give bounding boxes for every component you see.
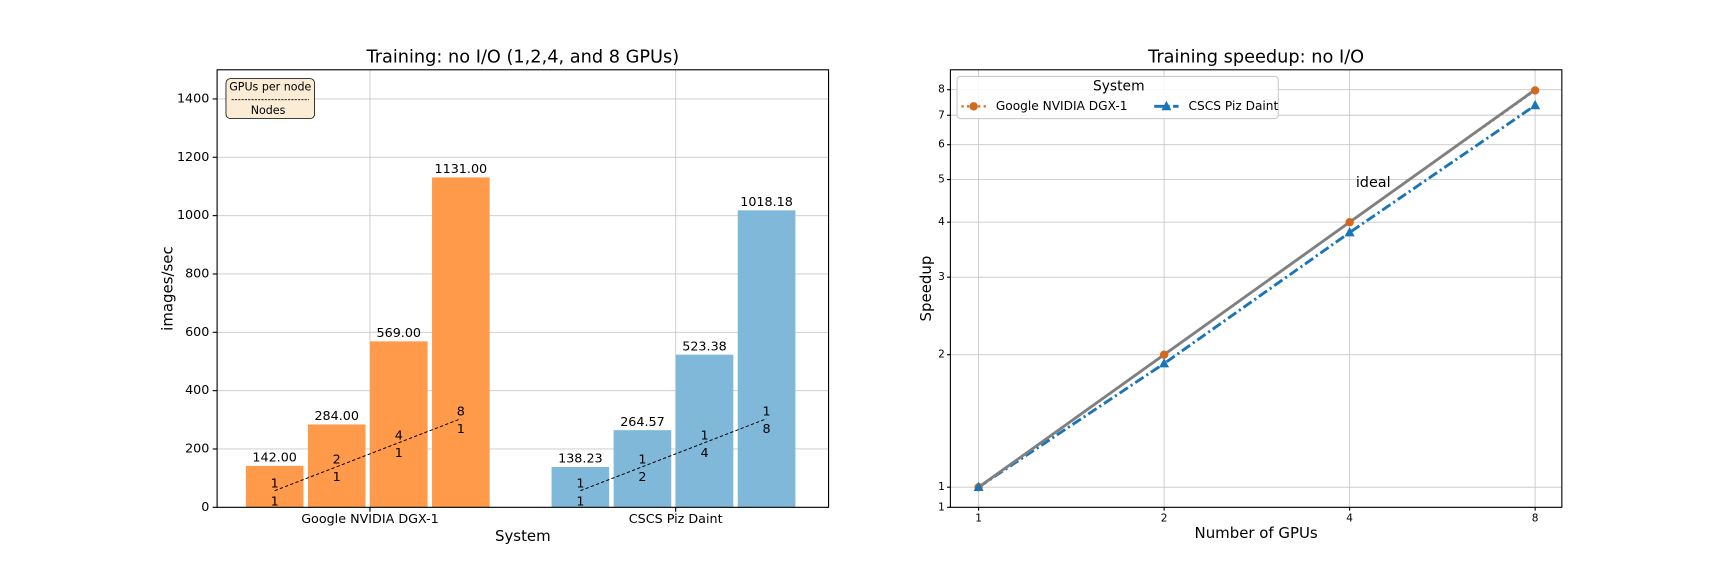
gpus-per-node-label: 1 <box>638 453 646 468</box>
ideal-label: ideal <box>1356 175 1391 191</box>
y-tick-label: 6 <box>938 139 945 151</box>
value-label: 138.23 <box>558 452 603 467</box>
value-label: 264.57 <box>620 415 665 430</box>
bar <box>675 354 734 508</box>
y-tick-label: 8 <box>938 84 945 96</box>
value-label: 142.00 <box>252 451 297 466</box>
bar <box>307 424 366 508</box>
nodes-label: 1 <box>576 494 584 509</box>
series-marker <box>1159 350 1169 359</box>
y-axis-label: Speedup <box>917 256 935 322</box>
nodes-label: 2 <box>638 470 646 485</box>
value-label: 523.38 <box>682 339 727 354</box>
gpus-per-node-label: 8 <box>457 404 465 419</box>
value-label: 1131.00 <box>435 162 488 177</box>
nodes-label: 1 <box>333 470 341 485</box>
x-tick-label: Google NVIDIA DGX-1 <box>301 512 439 527</box>
bar <box>551 467 610 508</box>
y-tick-label: 1 <box>938 481 945 493</box>
axes-frame <box>216 69 830 508</box>
bar <box>737 210 796 508</box>
y-tick-label: 1 <box>938 501 945 513</box>
annotation-line <box>274 418 462 492</box>
nodes-label: 8 <box>763 422 771 437</box>
legend-label: Google NVIDIA DGX-1 <box>996 99 1128 113</box>
nodes-label: 1 <box>457 422 465 437</box>
y-tick-label: 600 <box>185 325 209 340</box>
series-marker <box>1159 357 1170 368</box>
y-tick-label: 5 <box>938 174 945 186</box>
y-tick-label: 200 <box>185 441 209 456</box>
bar <box>613 430 672 508</box>
legend-marker <box>1161 100 1172 111</box>
nodes-label: 1 <box>271 494 279 509</box>
series-marker <box>1530 99 1541 110</box>
chart-title: Training: no I/O (1,2,4, and 8 GPUs) <box>366 48 680 68</box>
x-axis-label: System <box>495 527 551 545</box>
y-tick-label: 4 <box>938 216 945 228</box>
y-tick-label: 1200 <box>177 150 209 165</box>
gpus-per-node-label: 1 <box>576 477 584 492</box>
axes-frame <box>949 69 1563 508</box>
annotation-box-top: GPUs per node <box>229 81 311 94</box>
x-tick-label: 8 <box>1532 512 1539 524</box>
series-marker <box>1530 86 1540 95</box>
y-tick-label: 3 <box>938 271 945 283</box>
y-tick-label: 7 <box>938 109 945 121</box>
legend-marker <box>969 102 978 111</box>
gpus-per-node-label: 1 <box>763 404 771 419</box>
bar <box>432 177 490 508</box>
y-tick-label: 1400 <box>177 91 209 106</box>
x-axis-label: Number of GPUs <box>1195 524 1318 542</box>
series-marker <box>973 481 984 492</box>
x-tick-label: CSCS Piz Daint <box>629 512 723 527</box>
series-marker <box>1344 226 1355 237</box>
y-tick-label: 800 <box>185 266 209 281</box>
gpus-per-node-label: 1 <box>271 477 279 492</box>
y-tick-label: 1000 <box>177 208 209 223</box>
legend-title: System <box>1093 78 1145 94</box>
nodes-label: 4 <box>700 446 708 461</box>
value-label: 569.00 <box>377 326 422 341</box>
annotation-box <box>225 78 315 119</box>
bar <box>245 465 304 508</box>
annotation-line <box>580 418 767 492</box>
legend-box <box>956 75 1279 120</box>
y-axis-label: images/sec <box>158 246 176 331</box>
gpus-per-node-label: 2 <box>333 453 341 468</box>
value-label: 284.00 <box>314 409 359 424</box>
x-tick-label: 4 <box>1346 512 1353 524</box>
annotation-box-bottom: Nodes <box>251 104 286 117</box>
y-tick-label: 0 <box>201 500 209 515</box>
y-tick-label: 400 <box>185 383 209 398</box>
x-tick-label: 2 <box>1161 512 1168 524</box>
gpus-per-node-label: 1 <box>700 428 708 443</box>
x-tick-label: 1 <box>975 512 982 524</box>
bar <box>369 341 428 508</box>
series-marker <box>1345 218 1354 227</box>
gpus-per-node-label: 4 <box>395 428 403 443</box>
y-tick-label: 2 <box>938 349 945 361</box>
legend-label: CSCS Piz Daint <box>1189 99 1279 113</box>
value-label: 1018.18 <box>740 195 793 210</box>
chart-title: Training speedup: no I/O <box>1147 48 1364 68</box>
nodes-label: 1 <box>395 446 403 461</box>
ideal-line <box>977 88 1536 489</box>
